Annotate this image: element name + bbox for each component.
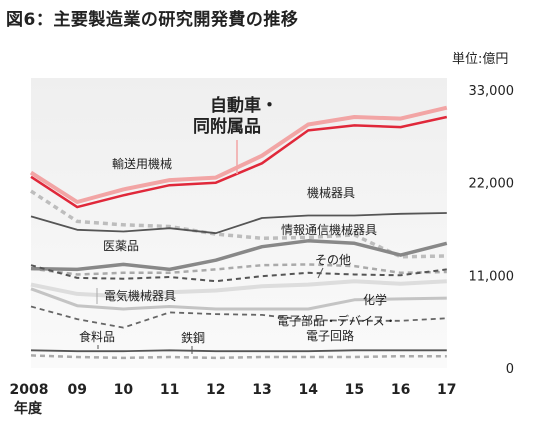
label-food: 食料品 <box>79 329 115 344</box>
x-tick-label: 16 <box>391 382 410 398</box>
y-tick-label: 22,000 <box>469 177 515 192</box>
x-tick-label: 15 <box>345 382 364 398</box>
series-line-2 <box>30 189 447 259</box>
label-steel: 鉄鋼 <box>181 330 205 345</box>
series-line-7 <box>30 279 447 299</box>
y-tick-label: 0 <box>506 362 514 377</box>
series-line-1 <box>29 105 448 204</box>
series-line-8 <box>30 287 447 311</box>
label-other: その他 <box>315 253 351 267</box>
series-line-3 <box>30 212 447 235</box>
x-tick-label: 2008 <box>10 382 49 398</box>
unit-label: 単位:億円 <box>452 51 508 67</box>
x-tick-label: 11 <box>160 382 179 398</box>
x-tick-label: 12 <box>206 382 225 398</box>
series-line-5 <box>30 239 448 272</box>
label-electronic-line1: 電子部品・デバイス・ <box>277 313 397 328</box>
x-axis-suffix: 年度 <box>14 400 43 417</box>
series-line-10 <box>30 349 447 353</box>
x-tick-label: 09 <box>67 382 86 398</box>
y-tick-label: 33,000 <box>469 84 515 99</box>
series-line-11 <box>30 354 447 360</box>
series-line-4 <box>30 263 447 276</box>
x-tick-label: 14 <box>298 382 318 398</box>
label-pharma: 医薬品 <box>103 239 139 253</box>
label-machinery: 機械器具 <box>307 185 355 200</box>
series-line-0 <box>30 115 448 209</box>
label-electronic-line2: 電子回路 <box>306 328 354 343</box>
label-electric: 電気機械器具 <box>104 288 176 303</box>
label-ict: 情報通信機械器具 <box>281 222 377 237</box>
x-tick-label: 17 <box>437 382 456 398</box>
label-car-line2: 同附属品 <box>193 116 261 137</box>
x-tick-label: 10 <box>114 382 134 398</box>
label-chemical: 化学 <box>363 292 387 307</box>
chart-title: 図6：主要製造業の研究開発費の推移 <box>6 10 299 30</box>
label-transport: 輸送用機械 <box>112 156 172 171</box>
other-leader-line <box>317 267 324 279</box>
series-line-9 <box>30 305 447 329</box>
series-line-6 <box>30 264 447 283</box>
label-car-line1: 自動車・ <box>210 95 278 116</box>
x-tick-label: 13 <box>252 382 271 398</box>
y-tick-label: 11,000 <box>469 269 515 284</box>
